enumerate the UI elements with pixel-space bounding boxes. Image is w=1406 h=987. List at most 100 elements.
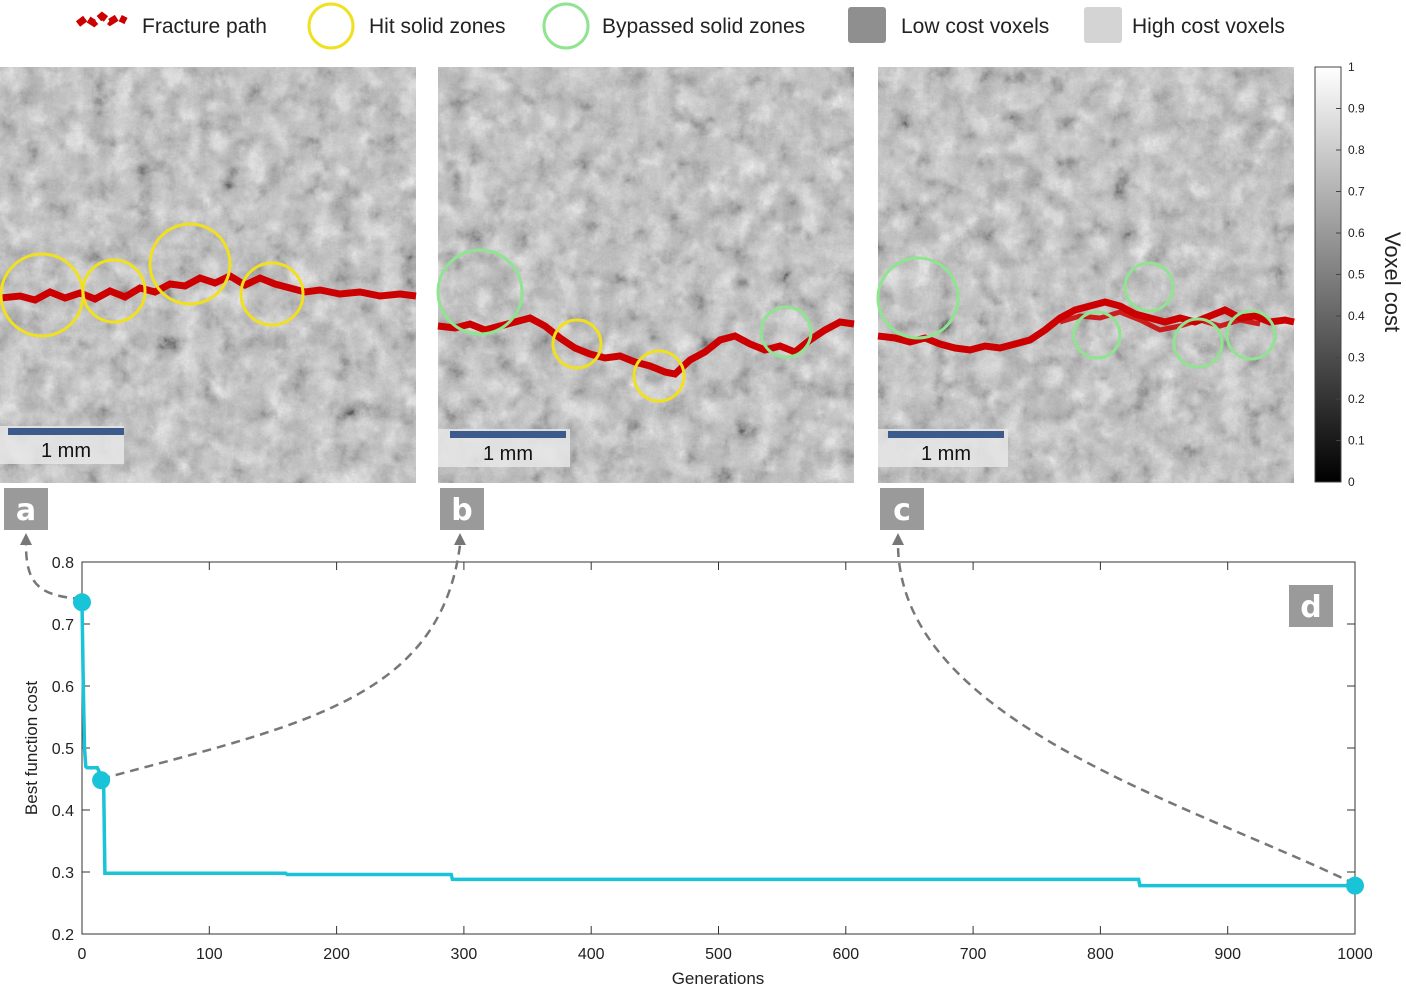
legend: Fracture path Hit solid zones Bypassed s… xyxy=(75,2,1285,50)
panel-b-letter: b xyxy=(451,493,472,528)
connector-c-arrow xyxy=(892,533,904,545)
y-tick-label: 0.4 xyxy=(52,803,74,820)
y-axis-ticks: 0.2 0.3 0.4 0.5 0.6 0.7 0.8 xyxy=(52,555,1355,944)
legend-label-fracture: Fracture path xyxy=(142,15,267,38)
x-tick-label: 300 xyxy=(451,946,478,963)
y-tick-label: 0.8 xyxy=(52,555,74,572)
y-tick-label: 0.2 xyxy=(52,927,74,944)
panel-a-hit-zone xyxy=(148,222,232,306)
panel-b-grain xyxy=(438,67,854,483)
panel-a-scale-bar xyxy=(8,428,124,435)
connector-a-arrow xyxy=(20,533,32,545)
y-tick-label: 0.5 xyxy=(52,741,74,758)
colorbar-tick-label: 0.1 xyxy=(1348,434,1365,448)
plot-area xyxy=(81,561,1356,935)
legend-label-bypassed: Bypassed solid zones xyxy=(602,15,805,38)
connector-c xyxy=(896,544,1356,886)
x-axis-label: Generations xyxy=(672,969,765,987)
x-tick-label: 600 xyxy=(832,946,859,963)
legend-item-hit: Hit solid zones xyxy=(307,2,506,50)
panel-b-hit-zone xyxy=(632,349,686,403)
marker-c xyxy=(1346,876,1364,895)
colorbar-tick-label: 0.7 xyxy=(1348,185,1365,199)
series-markers xyxy=(73,593,1364,895)
legend-item-bypassed: Bypassed solid zones xyxy=(542,2,805,50)
panel-c-grain xyxy=(878,67,1294,483)
legend-label-hit: Hit solid zones xyxy=(369,15,506,38)
panel-a-letter: a xyxy=(16,493,36,528)
panel-c: 1 mm c xyxy=(876,67,1295,530)
marker-b xyxy=(92,771,111,790)
panel-c-letter-box xyxy=(880,488,924,530)
panel-c-bypassed-zone xyxy=(1225,309,1277,361)
connector-b-arrow xyxy=(454,533,466,545)
panel-c-bypassed-zone xyxy=(876,256,960,340)
panel-c-scale-label: 1 mm xyxy=(921,443,971,465)
panel-c-bypassed-zone xyxy=(1123,261,1175,313)
panel-c-bypassed-zone xyxy=(1172,317,1224,369)
panel-c-fracture-path xyxy=(877,298,1295,354)
panel-b-scale-label: 1 mm xyxy=(483,443,533,465)
panel-b-scale-bar xyxy=(450,431,566,438)
y-tick-label: 0.6 xyxy=(52,679,74,696)
x-tick-label: 100 xyxy=(196,946,223,963)
panel-a-letter-box xyxy=(4,488,48,530)
panel-a-scale-label: 1 mm xyxy=(41,440,91,462)
panel-a-hit-zone xyxy=(81,258,147,324)
panel-b-letter-box xyxy=(440,488,484,530)
panel-b: 1 mm b xyxy=(436,67,855,530)
panel-b-bypassed-zone xyxy=(759,305,813,359)
x-tick-label: 1000 xyxy=(1337,946,1373,963)
colorbar-label: Voxel cost xyxy=(1380,232,1405,332)
panel-b-hit-zone xyxy=(551,318,603,370)
x-tick-label: 900 xyxy=(1214,946,1241,963)
bypassed-circle-swatch xyxy=(542,2,590,50)
marker-a xyxy=(73,593,91,612)
panel-d-letter: d xyxy=(1300,590,1321,625)
panel-c-letter: c xyxy=(893,493,911,528)
panel-c-fracture-branch xyxy=(1059,309,1261,333)
high-cost-swatch xyxy=(1084,7,1122,43)
x-axis-ticks: 0 100 200 300 400 500 600 700 800 900 1000 xyxy=(78,562,1373,963)
y-tick-label: 0.7 xyxy=(52,617,74,634)
colorbar-tick-label: 1 xyxy=(1348,60,1355,74)
connector-b xyxy=(100,544,462,781)
panel-b-bypassed-zone xyxy=(436,248,524,336)
colorbar-tick-label: 0.5 xyxy=(1348,268,1365,282)
connector-a xyxy=(24,544,83,601)
x-tick-label: 0 xyxy=(78,946,87,963)
colorbar-tick-label: 0.2 xyxy=(1348,392,1365,406)
colorbar-tick-label: 0.8 xyxy=(1348,143,1365,157)
y-tick-label: 0.3 xyxy=(52,865,74,882)
panel-a: 1 mm a xyxy=(0,67,417,530)
colorbar-tick-label: 0 xyxy=(1348,475,1355,489)
panel-a-hit-zone xyxy=(239,261,305,327)
colorbar-ticks: 0 0.1 0.2 0.3 0.4 0.5 0.6 0.7 0.8 0.9 1 xyxy=(1336,60,1365,489)
legend-item-fracture: Fracture path xyxy=(75,11,267,38)
colorbar-tick-label: 0.4 xyxy=(1348,309,1365,323)
fracture-path-swatch xyxy=(75,11,128,28)
legend-label-low: Low cost voxels xyxy=(901,15,1049,38)
chart-d: 0 100 200 300 400 500 600 700 800 900 1000 0.20.30… xyxy=(20,533,1373,987)
panel-a-grain xyxy=(0,67,416,483)
panel-a-fracture-path xyxy=(0,272,417,304)
x-tick-label: 400 xyxy=(578,946,605,963)
x-tick-label: 200 xyxy=(323,946,350,963)
legend-item-low: Low cost voxels xyxy=(848,7,1049,43)
x-tick-label: 700 xyxy=(960,946,987,963)
colorbar-tick-label: 0.6 xyxy=(1348,226,1365,240)
x-tick-label: 500 xyxy=(705,946,732,963)
panel-c-scale-bar xyxy=(888,431,1004,438)
y-axis-label: Best function cost xyxy=(22,681,41,815)
legend-label-high: High cost voxels xyxy=(1132,15,1285,38)
low-cost-swatch xyxy=(848,7,886,43)
colorbar-tick-label: 0.9 xyxy=(1348,102,1365,116)
legend-item-high: High cost voxels xyxy=(1084,7,1285,43)
x-tick-label: 800 xyxy=(1087,946,1114,963)
hit-circle-swatch xyxy=(307,2,355,50)
panel-c-bypassed-zone xyxy=(1072,310,1122,360)
panel-d-letter-box xyxy=(1289,585,1333,627)
colorbar: 0 0.1 0.2 0.3 0.4 0.5 0.6 0.7 0.8 0.9 1 Voxel cost xyxy=(1314,60,1405,489)
colorbar-tick-label: 0.3 xyxy=(1348,351,1365,365)
